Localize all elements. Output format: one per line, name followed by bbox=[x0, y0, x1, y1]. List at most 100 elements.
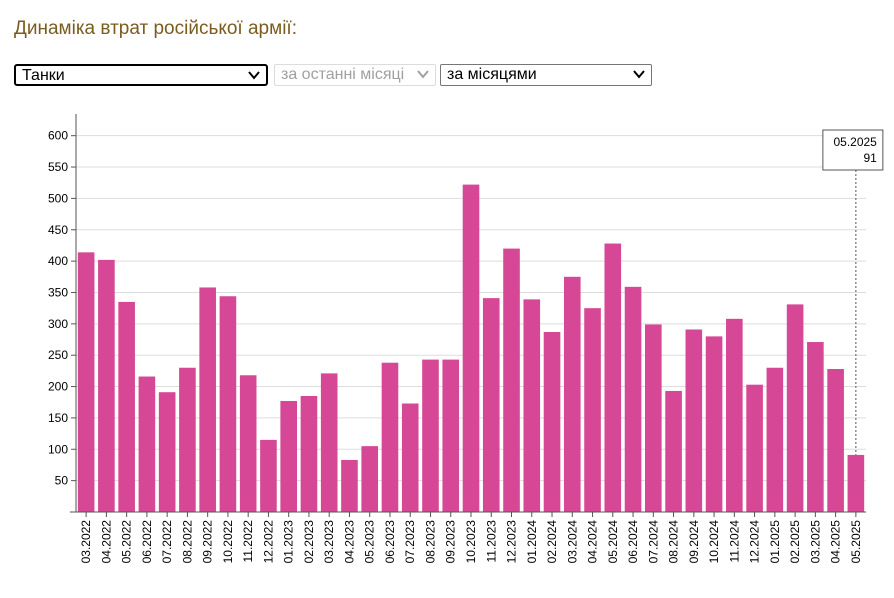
x-tick-label: 04.2025 bbox=[829, 520, 843, 564]
bar-05.2023[interactable] bbox=[361, 446, 379, 512]
x-tick-label: 07.2022 bbox=[160, 520, 174, 564]
category-select-value: Танки bbox=[22, 67, 65, 84]
tooltip-label: 05.2025 bbox=[833, 135, 877, 149]
x-tick-label: 05.2025 bbox=[849, 520, 863, 564]
x-tick-label: 04.2024 bbox=[586, 520, 600, 564]
bar-02.2024[interactable] bbox=[543, 331, 561, 512]
bar-09.2022[interactable] bbox=[199, 287, 216, 512]
y-axis: 50 100 150 200 250 300 350 400 450 500 550 600 bbox=[48, 114, 77, 512]
x-tick-label: 04.2022 bbox=[99, 520, 113, 564]
y-tick-label: 550 bbox=[48, 160, 68, 174]
y-tick-label: 250 bbox=[48, 348, 68, 362]
bar-07.2024[interactable] bbox=[645, 324, 662, 512]
y-tick-label: 600 bbox=[48, 129, 68, 143]
bar-08.2022[interactable] bbox=[179, 367, 196, 512]
bar-04.2024[interactable] bbox=[584, 308, 601, 512]
x-tick-label: 10.2023 bbox=[464, 520, 478, 564]
bar-02.2025[interactable] bbox=[786, 304, 804, 512]
x-tick-label: 08.2024 bbox=[667, 520, 681, 564]
bar-01.2025[interactable] bbox=[766, 367, 784, 512]
x-tick-label: 11.2022 bbox=[241, 520, 255, 563]
bar-11.2023[interactable] bbox=[482, 298, 500, 512]
x-tick-label: 01.2025 bbox=[768, 520, 782, 564]
tooltip: 05.2025 91 bbox=[822, 129, 884, 455]
bar-08.2024[interactable] bbox=[665, 390, 682, 512]
bar-03.2023[interactable] bbox=[320, 373, 338, 512]
bar-04.2022[interactable] bbox=[98, 259, 115, 512]
bar-03.2024[interactable] bbox=[563, 276, 581, 512]
y-tick-label: 200 bbox=[48, 380, 68, 394]
bar-02.2023[interactable] bbox=[300, 395, 318, 512]
page-title: Динаміка втрат російської армії: bbox=[14, 18, 297, 39]
bar-05.2024[interactable] bbox=[604, 243, 622, 512]
bar-12.2023[interactable] bbox=[503, 248, 520, 513]
y-tick-label: 500 bbox=[48, 191, 68, 205]
x-tick-label: 10.2024 bbox=[707, 520, 721, 564]
x-tick-label: 09.2022 bbox=[201, 520, 215, 564]
bar-03.2022[interactable] bbox=[77, 252, 95, 512]
y-tick-label: 150 bbox=[48, 411, 68, 425]
bar-10.2022[interactable] bbox=[219, 296, 237, 512]
x-tick-label: 03.2022 bbox=[79, 520, 93, 564]
bar-04.2025[interactable] bbox=[827, 368, 844, 512]
bar-05.2025[interactable] bbox=[847, 454, 865, 512]
x-tick-label: 08.2023 bbox=[423, 520, 437, 564]
bar-09.2023[interactable] bbox=[442, 359, 460, 512]
grouping-select-value: за місяцями bbox=[447, 66, 537, 83]
bar-12.2024[interactable] bbox=[746, 384, 763, 512]
x-tick-label: 07.2023 bbox=[403, 520, 417, 564]
bar-06.2023[interactable] bbox=[381, 362, 399, 512]
tooltip-box bbox=[822, 129, 884, 171]
x-tick-label: 03.2024 bbox=[565, 520, 579, 564]
x-tick-label: 11.2023 bbox=[484, 520, 498, 563]
bar-10.2023[interactable] bbox=[462, 184, 480, 512]
x-tick-label: 06.2023 bbox=[383, 520, 397, 564]
bar-10.2024[interactable] bbox=[705, 336, 723, 512]
x-tick-label: 03.2025 bbox=[808, 520, 822, 564]
bar-01.2023[interactable] bbox=[280, 400, 297, 512]
x-tick-label: 02.2025 bbox=[788, 520, 802, 564]
x-tick-label: 06.2022 bbox=[140, 520, 154, 564]
category-select[interactable]: Танки bbox=[14, 64, 268, 86]
bars bbox=[77, 184, 865, 513]
bar-11.2024[interactable] bbox=[726, 318, 743, 512]
y-tick-label: 300 bbox=[48, 317, 68, 331]
x-tick-label: 01.2023 bbox=[282, 520, 296, 564]
x-tick-label: 12.2023 bbox=[505, 520, 519, 564]
bar-06.2022[interactable] bbox=[138, 376, 156, 512]
bar-08.2023[interactable] bbox=[422, 359, 439, 512]
bar-06.2024[interactable] bbox=[624, 286, 642, 512]
losses-bar-chart: 50 100 150 200 250 300 350 400 450 500 550 600 03.2… bbox=[48, 114, 884, 564]
bar-11.2022[interactable] bbox=[239, 375, 257, 512]
bar-04.2023[interactable] bbox=[341, 459, 358, 512]
grouping-select[interactable]: за місяцями bbox=[440, 64, 652, 86]
x-axis: 03.2022 04.2022 05.2022 06.2022 07.2022 08.20… bbox=[70, 511, 866, 564]
x-tick-label: 05.2024 bbox=[606, 520, 620, 564]
y-tick-label: 100 bbox=[48, 442, 68, 456]
period-select-value: за останні місяці bbox=[281, 66, 405, 83]
x-tick-label: 01.2024 bbox=[525, 520, 539, 564]
x-tick-label: 12.2024 bbox=[748, 520, 762, 564]
y-tick-label: 50 bbox=[55, 474, 69, 488]
x-tick-label: 08.2022 bbox=[180, 520, 194, 564]
x-tick-label: 10.2022 bbox=[221, 520, 235, 564]
y-tick-label: 350 bbox=[48, 285, 68, 299]
x-tick-label: 02.2023 bbox=[302, 520, 316, 564]
bar-05.2022[interactable] bbox=[118, 301, 135, 512]
x-tick-label: 07.2024 bbox=[646, 520, 660, 564]
bar-09.2024[interactable] bbox=[685, 329, 703, 512]
y-tick-label: 450 bbox=[48, 223, 68, 237]
x-tick-label: 05.2022 bbox=[120, 520, 134, 564]
chevron-down-icon bbox=[417, 70, 429, 79]
y-tick-label: 400 bbox=[48, 254, 68, 268]
bar-07.2023[interactable] bbox=[401, 403, 419, 512]
x-tick-label: 04.2023 bbox=[342, 520, 356, 564]
bar-12.2022[interactable] bbox=[260, 439, 277, 512]
x-tick-label: 09.2024 bbox=[687, 520, 701, 564]
bar-03.2025[interactable] bbox=[807, 342, 824, 512]
bar-01.2024[interactable] bbox=[523, 299, 541, 512]
chevron-down-icon bbox=[248, 71, 260, 80]
x-tick-label: 06.2024 bbox=[626, 520, 640, 564]
chevron-down-icon bbox=[633, 70, 645, 79]
bar-07.2022[interactable] bbox=[158, 392, 176, 512]
